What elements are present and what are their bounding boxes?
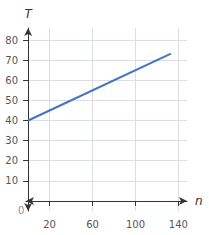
svg-text:10: 10 xyxy=(5,175,18,186)
svg-text:n: n xyxy=(195,194,203,208)
svg-text:50: 50 xyxy=(5,95,18,106)
svg-text:100: 100 xyxy=(126,219,145,230)
svg-text:T: T xyxy=(24,7,33,21)
svg-text:60: 60 xyxy=(5,75,18,86)
svg-text:140: 140 xyxy=(169,219,188,230)
svg-text:30: 30 xyxy=(5,135,18,146)
svg-text:0: 0 xyxy=(18,205,24,216)
svg-text:20: 20 xyxy=(43,219,56,230)
svg-text:20: 20 xyxy=(5,155,18,166)
svg-text:40: 40 xyxy=(5,115,18,126)
svg-text:70: 70 xyxy=(5,55,18,66)
svg-text:60: 60 xyxy=(86,219,99,230)
svg-text:80: 80 xyxy=(5,35,18,46)
